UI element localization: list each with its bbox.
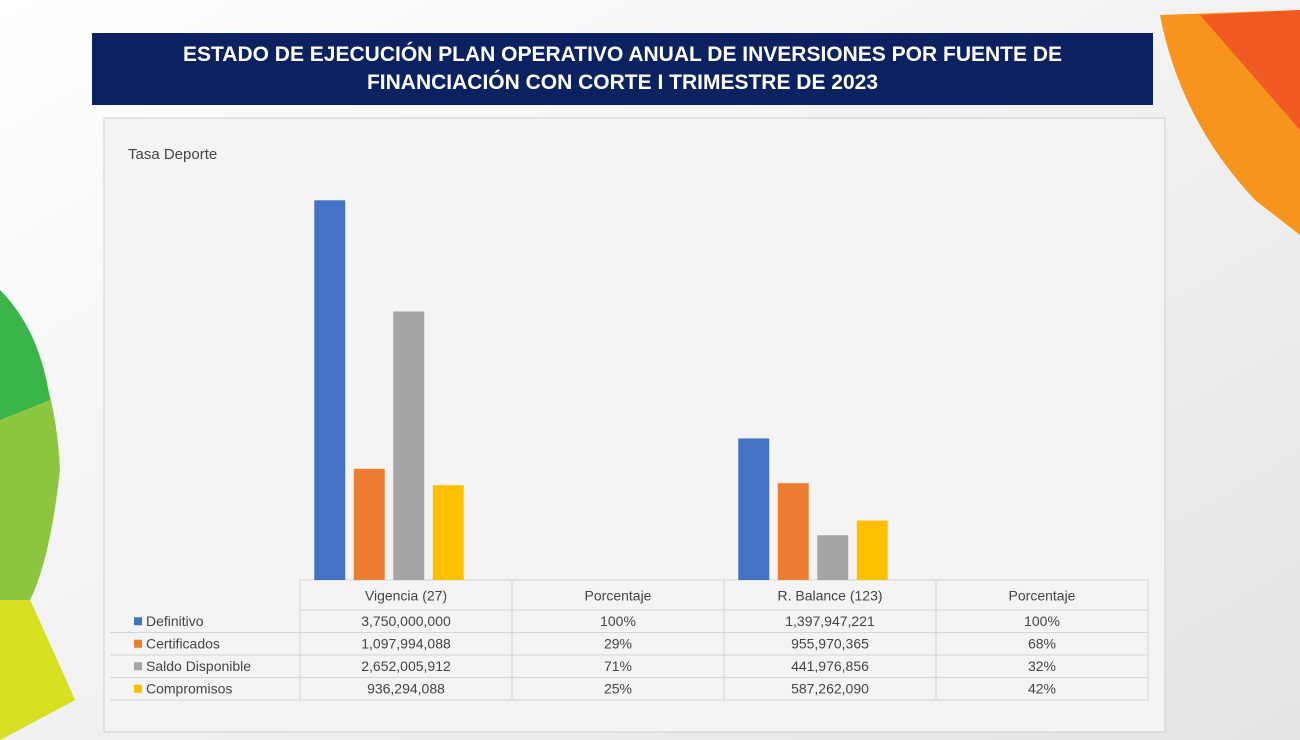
chart-title: Tasa Deporte — [128, 146, 217, 163]
bar — [354, 469, 385, 580]
x-tick-label: Vigencia (27) — [365, 588, 447, 604]
table-cell: 42% — [1028, 680, 1056, 696]
x-tick-label: Porcentaje — [1009, 588, 1076, 604]
table-cell: 100% — [600, 613, 636, 629]
legend-key — [134, 640, 142, 648]
legend-label: Compromisos — [146, 680, 232, 696]
table-cell: 29% — [604, 635, 632, 651]
bar — [738, 438, 769, 580]
slide-title: ESTADO DE EJECUCIÓN PLAN OPERATIVO ANUAL… — [92, 33, 1153, 105]
table-cell: 587,262,090 — [791, 680, 869, 696]
table-cell: 955,970,365 — [791, 635, 869, 651]
table-cell: 32% — [1028, 658, 1056, 674]
x-tick-label: Porcentaje — [585, 588, 652, 604]
legend-label: Saldo Disponible — [146, 658, 251, 674]
table-cell: 441,976,856 — [791, 658, 869, 674]
bar — [817, 535, 848, 580]
slide: Tasa Deporte Vigencia (27) 3,750,000,000 1… — [0, 0, 1300, 740]
table-cell: 1,397,947,221 — [785, 613, 875, 629]
table-cell: 1,097,994,088 — [361, 635, 451, 651]
legend-label: Definitivo — [146, 613, 204, 629]
legend-key — [134, 685, 142, 693]
legend-key — [134, 662, 142, 670]
table-cell: 68% — [1028, 635, 1056, 651]
bar — [314, 200, 345, 580]
table-cell: 2,652,005,912 — [361, 658, 451, 674]
table-cell: 25% — [604, 680, 632, 696]
table-cell: 100% — [1024, 613, 1060, 629]
bar — [778, 483, 809, 580]
bar — [857, 521, 888, 580]
table-cell: 71% — [604, 658, 632, 674]
x-tick-label: R. Balance (123) — [777, 588, 882, 604]
bar — [393, 311, 424, 580]
table-cell: 936,294,088 — [367, 680, 445, 696]
chart: Tasa Deporte Vigencia (27) 3,750,000,000 1… — [0, 0, 1300, 740]
bar — [433, 485, 464, 580]
chart-area — [104, 118, 1165, 732]
table-cell: 3,750,000,000 — [361, 613, 451, 629]
legend-key — [134, 617, 142, 625]
legend-label: Certificados — [146, 635, 220, 651]
